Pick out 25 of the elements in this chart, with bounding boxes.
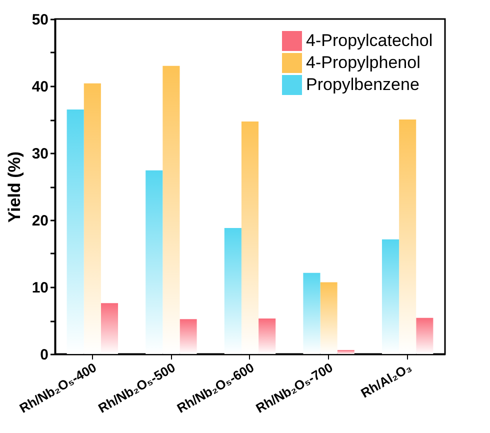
legend-label: 4-Propylcatechol xyxy=(306,31,433,50)
y-tick-label: 0 xyxy=(40,346,48,364)
y-tick-label: 50 xyxy=(32,12,48,28)
bar xyxy=(337,350,354,354)
legend-label: Propylbenzene xyxy=(306,75,420,94)
bar xyxy=(303,272,320,354)
bar xyxy=(100,303,118,354)
y-tick-label: 30 xyxy=(32,146,48,162)
bar xyxy=(162,66,180,354)
y-tick-label: 20 xyxy=(32,212,48,230)
bar xyxy=(416,318,434,354)
bar xyxy=(399,120,416,354)
bar xyxy=(146,170,163,354)
bar xyxy=(224,228,242,354)
bar xyxy=(180,319,197,354)
y-tick-label: 40 xyxy=(32,78,48,96)
bar xyxy=(241,122,259,354)
bar xyxy=(320,282,338,354)
bar xyxy=(258,318,276,354)
bar xyxy=(66,109,84,354)
bar xyxy=(382,239,400,354)
bar xyxy=(84,83,101,354)
legend-label: 4-Propylphenol xyxy=(306,53,420,72)
y-tick-label: 10 xyxy=(32,280,48,296)
y-axis-title: Yield (%) xyxy=(4,151,24,223)
